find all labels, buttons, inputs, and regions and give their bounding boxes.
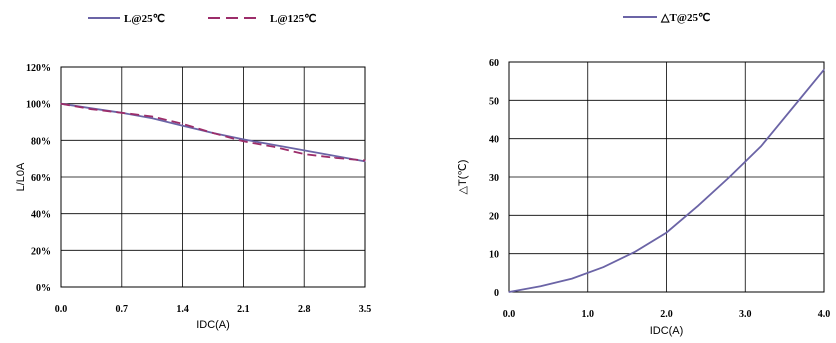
y-axis-title: L/L0A	[15, 162, 27, 191]
data-point	[334, 155, 336, 157]
data-point	[242, 138, 244, 141]
data-point	[151, 117, 153, 119]
y-tick-label: 0	[494, 288, 499, 299]
x-tick-label: 3.0	[739, 309, 752, 320]
x-tick-label: 1.4	[176, 304, 189, 315]
data-point	[571, 277, 573, 280]
legend-label: △T@25℃	[660, 12, 710, 24]
x-tick-label: 2.0	[660, 309, 673, 320]
y-tick-label: 40%	[31, 210, 51, 221]
x-tick-label: 3.5	[359, 304, 372, 315]
y-tick-label: 80%	[31, 136, 51, 147]
x-tick-label: 0.0	[55, 304, 68, 315]
x-axis-title: IDC(A)	[650, 325, 684, 337]
chart-inductance-vs-current: 0.0 0.7 1.4 2.1 2.8 3.5 0% 20% 40% 60% 80% 100% 120%…	[15, 13, 371, 331]
data-point	[364, 159, 366, 162]
y-tick-label: 30	[489, 173, 499, 184]
data-point	[697, 205, 699, 207]
x-tick-label: 0.0	[503, 309, 516, 320]
data-point	[182, 125, 184, 127]
y-tick-label: 120%	[26, 63, 51, 74]
data-point	[121, 112, 123, 114]
y-tick-label: 60%	[31, 173, 51, 184]
plot-frame	[508, 61, 825, 293]
x-tick-label: 4.0	[818, 309, 831, 320]
x-tick-label: 1.0	[582, 309, 595, 320]
data-point	[665, 231, 668, 234]
data-point	[602, 266, 605, 268]
y-tick-label: 0%	[36, 283, 51, 294]
data-point	[823, 69, 825, 71]
data-point	[634, 251, 636, 253]
data-point	[760, 145, 762, 147]
data-point	[242, 140, 244, 142]
data-point	[212, 132, 214, 134]
y-tick-label: 50	[489, 96, 499, 107]
y-tick-label: 60	[489, 58, 499, 69]
plot-frame	[60, 66, 366, 288]
y-tick-label: 100%	[26, 100, 51, 111]
data-point	[334, 157, 336, 159]
data-point	[90, 108, 92, 110]
data-point	[182, 123, 184, 125]
x-tick-label: 0.7	[116, 304, 129, 315]
series-line	[60, 102, 366, 162]
chart-temperature-rise-vs-current: 0.0 1.0 2.0 3.0 4.0 0 10 20 30 40 50 60 IDC(A) △T(℃) △…	[457, 12, 830, 337]
data-point	[508, 291, 510, 293]
legend-label: L@125℃	[270, 13, 316, 25]
data-point	[728, 176, 731, 178]
y-tick-label: 10	[489, 250, 499, 261]
data-point	[791, 107, 794, 109]
y-axis-title: △T(℃)	[457, 160, 469, 195]
y-tick-label: 40	[489, 135, 499, 146]
y-tick-label: 20%	[31, 246, 51, 257]
data-point	[60, 103, 62, 105]
y-tick-label: 20	[489, 211, 499, 222]
data-point	[273, 146, 275, 148]
data-point	[303, 149, 305, 152]
x-axis-title: IDC(A)	[196, 319, 230, 331]
data-point	[151, 115, 153, 118]
data-point	[303, 153, 305, 155]
data-point	[273, 144, 275, 146]
legend-label: L@25℃	[124, 13, 165, 25]
data-point	[539, 285, 542, 287]
x-tick-label: 2.1	[237, 304, 250, 315]
x-tick-label: 2.8	[298, 304, 311, 315]
